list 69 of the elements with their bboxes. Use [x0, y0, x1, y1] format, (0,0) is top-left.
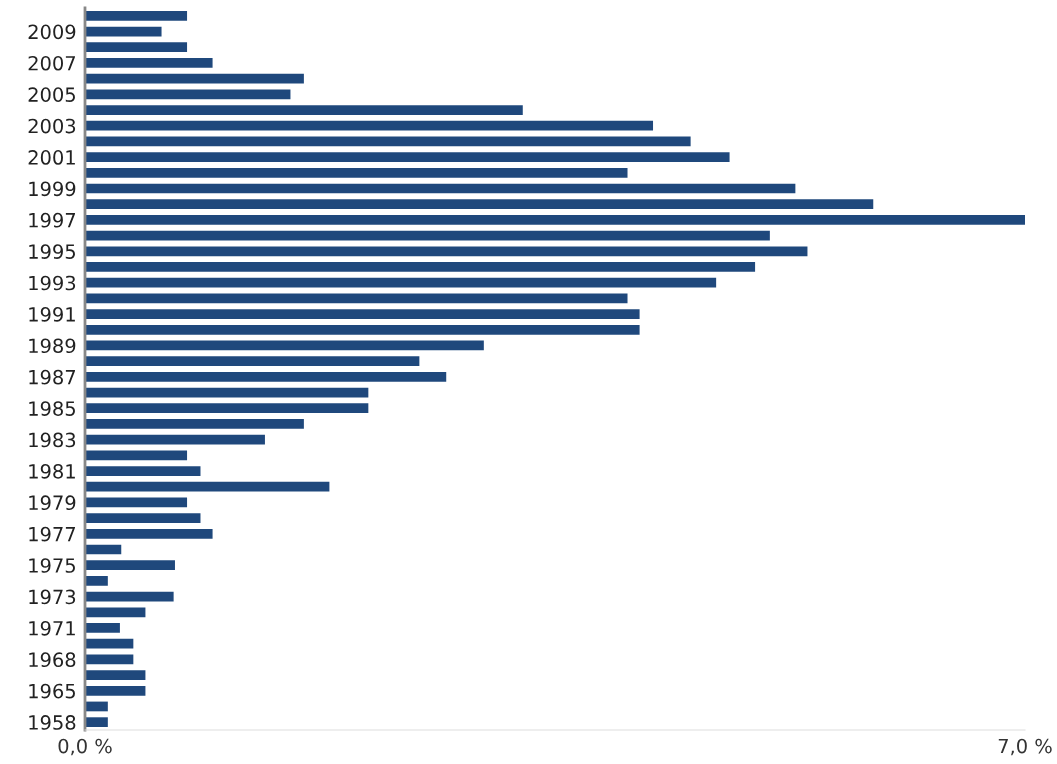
y-tick-label: 1983 [29, 432, 76, 448]
y-tick-label: 2003 [28, 118, 76, 134]
y-tick-label: 1999 [29, 181, 76, 197]
bar [85, 105, 523, 115]
bar [85, 450, 188, 461]
y-tick-label: 2005 [28, 87, 75, 102]
bar [85, 230, 770, 241]
bar [85, 466, 201, 476]
y-tick-label: 1993 [29, 275, 76, 291]
bar [85, 152, 730, 162]
bar [85, 528, 213, 539]
y-tick-label: 1989 [29, 338, 76, 354]
bar [85, 215, 1025, 225]
bar [85, 309, 640, 319]
bar [85, 607, 146, 618]
bar [85, 560, 175, 571]
bar [85, 638, 134, 649]
y-tick-label: 1965 [29, 683, 75, 699]
bar [85, 89, 291, 100]
y-tick-label: 1973 [29, 589, 76, 605]
y-tick-label: 1997 [29, 212, 75, 228]
y-tick-label: 1958 [29, 715, 76, 730]
bar [85, 246, 808, 257]
bar [85, 324, 640, 335]
x-tick-label: 0,0 % [58, 738, 112, 756]
y-tick-label: 2009 [28, 24, 76, 40]
y-tick-label: 1995 [29, 244, 75, 259]
bar [85, 10, 188, 21]
bar [85, 183, 796, 194]
bar [85, 73, 304, 84]
bar [85, 356, 420, 367]
bar [85, 340, 484, 351]
bar [85, 576, 108, 586]
bar [85, 403, 369, 414]
y-tick-label: 1991 [29, 307, 75, 322]
bar [85, 654, 134, 665]
y-tick-label: 1971 [29, 620, 75, 636]
bar [85, 58, 213, 68]
y-tick-label: 1981 [29, 463, 75, 479]
bar [85, 371, 447, 382]
x-tick-label: 7,0 % [998, 738, 1052, 756]
bar [85, 419, 304, 429]
bar [85, 136, 691, 147]
bar [85, 293, 628, 304]
bar [85, 277, 717, 288]
y-tick-label: 1979 [29, 495, 76, 511]
bar [85, 120, 654, 131]
bar [85, 513, 201, 523]
y-tick-label: 1977 [29, 526, 75, 542]
bar [85, 262, 756, 272]
bar [85, 434, 265, 445]
y-tick-label: 2001 [28, 150, 75, 165]
bar [85, 199, 874, 210]
y-tick-label: 1975 [29, 558, 75, 573]
bar [85, 717, 108, 728]
bar [85, 497, 188, 508]
y-tick-label: 1987 [29, 369, 75, 385]
bar [85, 670, 146, 680]
bar [85, 42, 188, 53]
bar [85, 26, 162, 37]
bar [85, 623, 120, 633]
bar [85, 481, 330, 492]
bar [85, 591, 174, 602]
bar [85, 387, 369, 398]
bar [85, 167, 628, 178]
y-tick-label: 1968 [29, 652, 76, 668]
y-tick-label: 1985 [29, 401, 75, 416]
bar [85, 685, 146, 696]
y-tick-label: 2007 [28, 55, 75, 71]
